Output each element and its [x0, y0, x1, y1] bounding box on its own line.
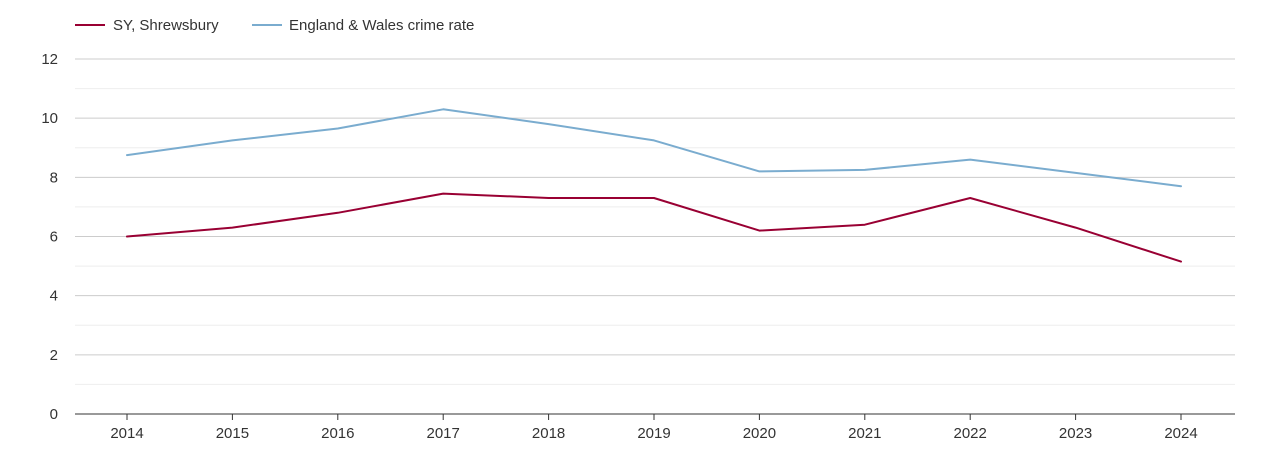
data-point[interactable]	[121, 231, 133, 243]
x-tick-label: 2014	[110, 425, 143, 442]
x-tick-label: 2020	[743, 425, 776, 442]
data-point[interactable]	[648, 134, 660, 146]
data-point[interactable]	[121, 149, 133, 161]
legend-label-shrewsbury: SY, Shrewsbury	[113, 17, 219, 34]
data-point[interactable]	[226, 134, 238, 146]
data-point[interactable]	[332, 207, 344, 219]
data-point[interactable]	[1070, 222, 1082, 234]
y-tick-label: 12	[41, 51, 58, 68]
data-point[interactable]	[1175, 180, 1187, 192]
x-tick-label: 2024	[1164, 425, 1197, 442]
legend-item-england-wales[interactable]: England & Wales crime rate	[252, 17, 474, 34]
legend: SY, Shrewsbury England & Wales crime rat…	[75, 17, 474, 34]
x-tick-label: 2023	[1059, 425, 1092, 442]
data-point[interactable]	[964, 192, 976, 204]
series-line-shrewsbury[interactable]	[126, 192, 1182, 263]
y-axis: 0 2 4 6 8 10 12	[41, 51, 58, 423]
x-tick-label: 2018	[532, 425, 565, 442]
data-point[interactable]	[859, 219, 871, 231]
data-point[interactable]	[964, 154, 976, 166]
data-point[interactable]	[753, 225, 765, 237]
legend-label-england-wales: England & Wales crime rate	[289, 17, 474, 34]
x-tick-label: 2015	[216, 425, 249, 442]
x-axis: 2014 2015 2016 2017 2018 2019 2020 2021 2022 2023…	[75, 413, 1235, 442]
data-point[interactable]	[1175, 256, 1187, 268]
data-point[interactable]	[859, 164, 871, 176]
y-tick-label: 6	[50, 229, 58, 246]
y-tick-label: 4	[50, 288, 58, 305]
data-point[interactable]	[1070, 167, 1082, 179]
y-tick-label: 0	[50, 406, 58, 423]
grid-lines	[75, 58, 1235, 385]
data-point[interactable]	[543, 192, 555, 204]
x-tick-label: 2017	[427, 425, 460, 442]
data-point[interactable]	[437, 103, 449, 115]
data-point[interactable]	[543, 118, 555, 130]
x-tick-label: 2019	[637, 425, 670, 442]
x-tick-label: 2016	[321, 425, 354, 442]
series-line-england-wales[interactable]	[126, 108, 1182, 188]
data-point[interactable]	[437, 188, 449, 200]
data-point[interactable]	[648, 192, 660, 204]
x-tick-label: 2021	[848, 425, 881, 442]
y-tick-label: 2	[50, 347, 58, 364]
series-lines	[121, 103, 1187, 268]
legend-item-shrewsbury[interactable]: SY, Shrewsbury	[75, 17, 219, 34]
data-point[interactable]	[753, 165, 765, 177]
data-point[interactable]	[226, 222, 238, 234]
x-tick-label: 2022	[954, 425, 987, 442]
y-tick-label: 8	[50, 169, 58, 186]
y-tick-label: 10	[41, 110, 58, 127]
data-point[interactable]	[332, 123, 344, 135]
